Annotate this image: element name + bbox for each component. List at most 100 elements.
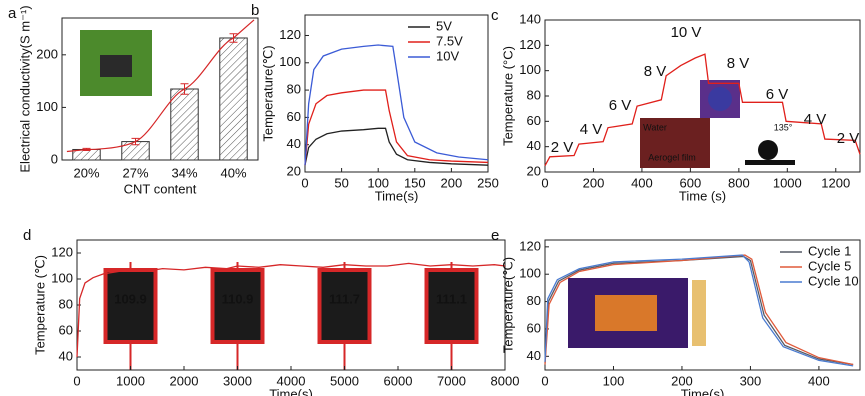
data-line xyxy=(304,127,489,166)
y-tick-label: 80 xyxy=(527,87,541,102)
x-tick-label: 0 xyxy=(73,373,80,388)
y-tick-label: 20 xyxy=(527,163,541,178)
x-tick-label: 0 xyxy=(541,373,548,388)
inset-contact xyxy=(758,140,778,160)
x-tick-label: 0 xyxy=(541,175,548,190)
y-tick-label: 100 xyxy=(519,62,541,77)
x-tick-label: 40% xyxy=(220,165,246,180)
x-axis-label: CNT content xyxy=(124,181,197,196)
display xyxy=(214,272,261,340)
x-tick-label: 1000 xyxy=(116,373,145,388)
legend-label: Cycle 1 xyxy=(808,243,851,258)
x-tick-label: 5000 xyxy=(330,373,359,388)
y-tick-label: 140 xyxy=(519,11,541,26)
y-axis-label: Temperature(℃) xyxy=(500,257,515,353)
y-tick-label: 80 xyxy=(287,82,301,97)
inset-photo xyxy=(100,55,132,77)
annotation: 4 V xyxy=(804,111,827,128)
x-axis-label: Time (s) xyxy=(679,188,726,203)
y-tick-label: 40 xyxy=(59,348,73,363)
x-tick-label: 0 xyxy=(301,175,308,190)
y-tick-label: 80 xyxy=(59,296,73,311)
annotation: 2 V xyxy=(837,130,860,147)
plot-frame xyxy=(544,239,861,371)
data-line xyxy=(544,254,854,367)
x-tick-label: 600 xyxy=(680,175,702,190)
annotation: 4 V xyxy=(580,121,603,138)
legend-label: Cycle 5 xyxy=(808,258,851,273)
y-tick-label: 60 xyxy=(527,113,541,128)
x-tick-label: 4000 xyxy=(277,373,306,388)
display xyxy=(321,272,368,340)
legend-label: 10V xyxy=(436,48,459,63)
annotation: 8 V xyxy=(644,63,667,80)
display xyxy=(428,272,475,340)
panel-label: b xyxy=(251,2,259,19)
y-tick-label: 40 xyxy=(287,136,301,151)
y-axis-label: Temperature(℃) xyxy=(260,45,275,141)
annotation: Water xyxy=(643,122,667,132)
panel-label: d xyxy=(23,227,31,244)
y-tick-label: 60 xyxy=(59,322,73,337)
y-tick-label: 120 xyxy=(519,37,541,52)
y-tick-label: 40 xyxy=(527,348,541,363)
plot-frame xyxy=(304,14,489,173)
y-tick-label: 120 xyxy=(519,238,541,253)
y-tick-label: 40 xyxy=(527,138,541,153)
data-line xyxy=(76,262,506,358)
legend-label: Cycle 10 xyxy=(808,273,859,288)
x-tick-label: 2000 xyxy=(170,373,199,388)
x-tick-label: 300 xyxy=(740,373,762,388)
y-tick-label: 200 xyxy=(36,46,58,61)
x-tick-label: 1200 xyxy=(821,175,850,190)
y-tick-label: 60 xyxy=(287,109,301,124)
x-tick-label: 50 xyxy=(334,175,348,190)
x-tick-label: 800 xyxy=(728,175,750,190)
y-tick-label: 0 xyxy=(51,151,58,166)
inset-colorbar xyxy=(692,280,706,346)
x-tick-label: 250 xyxy=(477,175,499,190)
legend-label: 5V xyxy=(436,18,452,33)
data-line xyxy=(544,53,861,166)
x-tick-label: 400 xyxy=(631,175,653,190)
y-tick-label: 20 xyxy=(287,163,301,178)
x-tick-label: 150 xyxy=(404,175,426,190)
y-tick-label: 120 xyxy=(51,244,73,259)
annotation: 10 V xyxy=(671,24,702,41)
panel-label: e xyxy=(491,227,499,244)
x-tick-label: 20% xyxy=(73,165,99,180)
display xyxy=(107,272,154,340)
annotation: 2 V xyxy=(551,139,574,156)
x-tick-label: 8000 xyxy=(491,373,520,388)
x-axis-label: Time(s) xyxy=(269,386,313,396)
display-reading: 111.1 xyxy=(436,291,467,306)
data-line xyxy=(304,89,489,166)
display-reading: 110.9 xyxy=(222,291,254,306)
x-axis-label: Time(s) xyxy=(681,386,725,396)
y-axis-label: Electrical conductivity(S m⁻¹) xyxy=(17,5,32,172)
inset-drop xyxy=(708,87,732,111)
bar xyxy=(219,37,248,161)
x-tick-label: 27% xyxy=(122,165,148,180)
panel-label: c xyxy=(491,7,499,24)
data-line xyxy=(304,44,489,166)
annotation: 6 V xyxy=(766,86,789,103)
annotation: 8 V xyxy=(727,55,750,72)
y-tick-label: 100 xyxy=(279,54,301,69)
x-tick-label: 34% xyxy=(171,165,197,180)
bar xyxy=(170,88,199,161)
x-tick-label: 400 xyxy=(808,373,830,388)
x-tick-label: 100 xyxy=(603,373,625,388)
y-tick-label: 100 xyxy=(36,99,58,114)
x-tick-label: 200 xyxy=(583,175,605,190)
y-tick-label: 80 xyxy=(527,293,541,308)
inset-thermal xyxy=(595,295,657,331)
panel-label: a xyxy=(8,5,17,22)
y-tick-label: 60 xyxy=(527,320,541,335)
x-tick-label: 7000 xyxy=(437,373,466,388)
plot-frame xyxy=(61,17,259,161)
y-axis-label: Temperature (℃) xyxy=(32,255,47,355)
x-axis-label: Time(s) xyxy=(375,188,419,203)
display-reading: 111.7 xyxy=(329,291,360,306)
